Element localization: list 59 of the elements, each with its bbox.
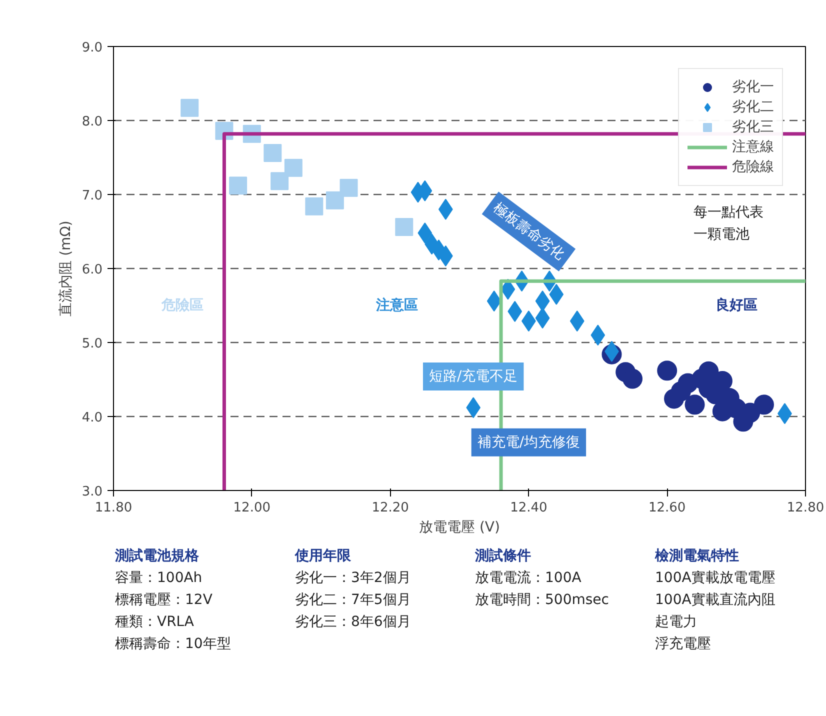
point [340, 178, 358, 197]
legend-label: 危險線 [732, 158, 774, 176]
x-tick-label: 12.20 [372, 500, 409, 516]
y-tick-label: 9.0 [82, 40, 103, 56]
text: 檢測電氣特性 [655, 547, 740, 566]
x-axis-title: 放電電壓 (V) [419, 520, 500, 536]
x-tick-label: 11.80 [94, 500, 132, 516]
annotation: 每一點代表 [694, 204, 764, 220]
annotation: 補充電/均充修復 [477, 434, 580, 450]
text: 劣化二：7年5個月 [295, 591, 412, 610]
y-tick-label: 5.0 [82, 336, 103, 352]
annotation: 危險區 [160, 298, 204, 314]
point [270, 172, 289, 190]
annotation: 一顆電池 [694, 226, 750, 242]
text: 100A實載放電電壓 [655, 569, 776, 588]
y-tick-label: 8.0 [82, 114, 103, 130]
annotation: 良好區 [715, 296, 758, 314]
x-tick-label: 12.80 [786, 500, 824, 516]
text: 使用年限 [295, 547, 352, 566]
text: 標稱壽命：10年型 [115, 635, 232, 654]
point [754, 394, 774, 415]
y-tick-label: 7.0 [82, 188, 103, 204]
x-tick-label: 12.00 [233, 500, 271, 516]
point [712, 371, 732, 391]
annotation: 極板壽命劣化 [490, 200, 568, 263]
point [684, 394, 705, 415]
annotation: 注意區 [375, 296, 418, 314]
y-tick-label: 6.0 [82, 262, 103, 278]
point [264, 144, 282, 162]
point [395, 218, 414, 236]
y-tick-label: 4.0 [82, 410, 103, 426]
text: 放電時間：500msec [475, 591, 610, 610]
legend-label: 注意線 [732, 138, 774, 156]
y-tick-label: 3.0 [82, 484, 103, 500]
text: 起電力 [655, 613, 698, 632]
point [622, 368, 642, 389]
point [180, 98, 199, 117]
text: 100A實載直流內阻 [655, 591, 776, 610]
y-axis-title: 直流內阻 (mΩ) [58, 220, 74, 316]
text: 劣化一：3年2個月 [295, 569, 412, 588]
legend-label: 劣化一 [732, 78, 774, 96]
text: 測試條件 [475, 547, 532, 566]
annotation: 短路/充電不足 [428, 368, 518, 385]
x-tick-label: 12.60 [648, 500, 686, 516]
legend-label: 劣化三 [732, 118, 774, 136]
text: 放電電流：100A [475, 569, 582, 588]
point [284, 158, 302, 177]
x-tick-label: 12.40 [510, 500, 548, 516]
text: 標稱電壓：12V [115, 591, 214, 610]
point [326, 191, 344, 210]
point [657, 360, 678, 381]
text: 測試電池規格 [115, 547, 200, 566]
point [305, 197, 324, 216]
point [229, 176, 248, 195]
text: 容量：100Ah [115, 569, 204, 588]
text: 劣化三：8年6個月 [295, 613, 412, 632]
text: 浮充電壓 [655, 635, 712, 654]
legend-label: 劣化二 [732, 98, 774, 116]
text: 種類：VRLA [115, 613, 196, 632]
